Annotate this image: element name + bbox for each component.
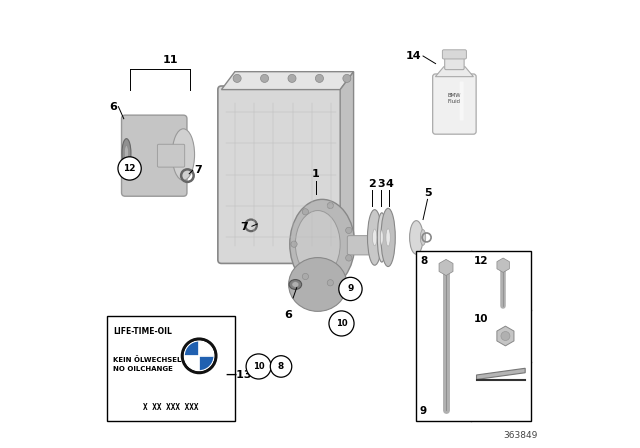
Text: LIFE-TIME-OIL: LIFE-TIME-OIL: [113, 327, 172, 336]
Ellipse shape: [290, 199, 355, 289]
FancyBboxPatch shape: [348, 236, 378, 255]
Bar: [108, 316, 235, 421]
Text: X XX XXX XXX: X XX XXX XXX: [143, 403, 199, 412]
Bar: [417, 251, 531, 421]
FancyBboxPatch shape: [433, 74, 476, 134]
FancyBboxPatch shape: [442, 50, 467, 59]
FancyBboxPatch shape: [460, 82, 463, 121]
Ellipse shape: [172, 129, 195, 180]
Circle shape: [270, 356, 292, 377]
Wedge shape: [185, 341, 199, 356]
Ellipse shape: [367, 210, 382, 265]
Wedge shape: [199, 341, 213, 356]
Text: 8: 8: [278, 362, 284, 371]
Ellipse shape: [124, 146, 129, 161]
Circle shape: [288, 74, 296, 82]
Circle shape: [346, 227, 352, 233]
Wedge shape: [199, 356, 213, 370]
Circle shape: [260, 74, 269, 82]
Circle shape: [291, 241, 297, 247]
Text: 3: 3: [377, 179, 385, 189]
Text: 11: 11: [163, 55, 179, 65]
Ellipse shape: [386, 229, 390, 246]
FancyBboxPatch shape: [218, 86, 344, 263]
Ellipse shape: [289, 280, 301, 289]
Text: 6: 6: [285, 310, 292, 320]
Ellipse shape: [378, 213, 387, 262]
Circle shape: [327, 202, 333, 209]
Ellipse shape: [381, 208, 396, 267]
Ellipse shape: [380, 230, 383, 245]
Circle shape: [316, 74, 323, 82]
Polygon shape: [221, 72, 354, 90]
Text: 10: 10: [253, 362, 264, 371]
Text: KEIN ÖLWECHSEL
NO OILCHANGE: KEIN ÖLWECHSEL NO OILCHANGE: [113, 356, 181, 371]
Circle shape: [246, 354, 271, 379]
Polygon shape: [340, 72, 354, 260]
Text: 8: 8: [420, 256, 427, 266]
Polygon shape: [435, 67, 474, 77]
Circle shape: [343, 74, 351, 82]
Text: 5: 5: [424, 188, 431, 198]
Ellipse shape: [122, 139, 131, 168]
Text: 12: 12: [124, 164, 136, 173]
Circle shape: [302, 209, 308, 215]
Circle shape: [346, 255, 352, 261]
Text: 10: 10: [336, 319, 348, 328]
Ellipse shape: [296, 211, 340, 278]
Text: 4: 4: [385, 179, 393, 189]
Circle shape: [501, 332, 510, 340]
Text: BMW
Fluid: BMW Fluid: [447, 93, 461, 104]
Text: 7: 7: [241, 222, 248, 232]
Text: 12: 12: [474, 256, 488, 266]
FancyBboxPatch shape: [122, 115, 187, 196]
Text: 1: 1: [312, 169, 319, 179]
Circle shape: [118, 157, 141, 180]
Circle shape: [329, 311, 354, 336]
Polygon shape: [477, 368, 525, 379]
Text: —13: —13: [225, 370, 252, 380]
FancyBboxPatch shape: [445, 56, 464, 69]
Circle shape: [184, 341, 214, 370]
Text: 7: 7: [195, 165, 202, 175]
Text: 363849: 363849: [503, 431, 538, 440]
Text: 6: 6: [109, 102, 117, 112]
Text: 2: 2: [368, 179, 376, 189]
Circle shape: [339, 277, 362, 301]
Wedge shape: [185, 356, 199, 370]
FancyBboxPatch shape: [157, 144, 185, 167]
Ellipse shape: [420, 229, 426, 246]
Ellipse shape: [372, 229, 377, 246]
Text: 10: 10: [474, 314, 488, 324]
Ellipse shape: [292, 282, 299, 287]
Circle shape: [327, 280, 333, 286]
Ellipse shape: [410, 221, 423, 254]
Text: 9: 9: [348, 284, 354, 293]
Ellipse shape: [289, 258, 347, 311]
Circle shape: [233, 74, 241, 82]
Text: 9: 9: [420, 406, 427, 416]
Circle shape: [182, 339, 216, 373]
Circle shape: [302, 273, 308, 280]
Text: 14: 14: [406, 51, 421, 61]
